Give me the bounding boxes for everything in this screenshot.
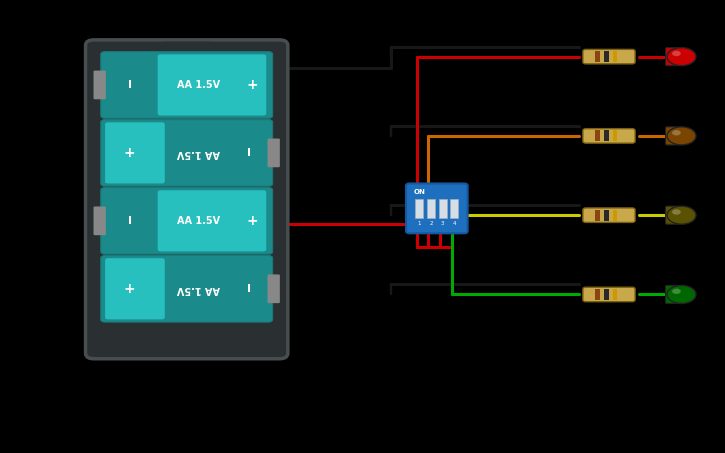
Text: AA 1.5V: AA 1.5V [177,80,220,90]
FancyBboxPatch shape [105,122,165,183]
Text: 2: 2 [429,221,433,226]
FancyBboxPatch shape [162,343,211,357]
FancyBboxPatch shape [583,49,635,64]
Text: AA 1.5V: AA 1.5V [177,216,220,226]
Circle shape [667,285,696,304]
FancyBboxPatch shape [583,287,635,302]
Text: I: I [128,216,132,226]
FancyBboxPatch shape [157,54,266,116]
FancyBboxPatch shape [268,275,280,303]
Circle shape [667,127,696,145]
Bar [604,210,609,221]
Circle shape [672,130,681,135]
Text: +: + [124,282,136,296]
FancyBboxPatch shape [666,206,678,224]
Bar [594,210,600,221]
Bar [594,51,600,62]
FancyBboxPatch shape [86,40,288,359]
Text: AA 1.5V: AA 1.5V [177,284,220,294]
Text: +: + [246,214,258,228]
FancyBboxPatch shape [583,208,635,222]
Bar [613,130,617,141]
Bar [604,51,609,62]
Bar [613,210,617,221]
FancyBboxPatch shape [101,188,273,254]
Bar [613,289,617,300]
FancyBboxPatch shape [94,207,106,235]
FancyBboxPatch shape [268,139,280,167]
Text: AA 1.5V: AA 1.5V [177,148,220,158]
Text: I: I [247,284,251,294]
Text: I: I [128,80,132,90]
FancyBboxPatch shape [105,258,165,319]
Text: +: + [124,146,136,160]
Bar [439,199,447,218]
Circle shape [672,289,681,294]
FancyBboxPatch shape [101,52,273,118]
FancyBboxPatch shape [101,255,273,322]
Text: I: I [247,148,251,158]
FancyBboxPatch shape [157,190,266,251]
FancyBboxPatch shape [666,48,678,66]
FancyBboxPatch shape [94,71,106,99]
FancyBboxPatch shape [406,183,468,233]
Circle shape [672,209,681,215]
Bar [604,130,609,141]
FancyBboxPatch shape [583,129,635,143]
FancyBboxPatch shape [666,127,678,145]
FancyBboxPatch shape [162,42,211,58]
Bar [604,289,609,300]
Text: 3: 3 [441,221,444,226]
Circle shape [667,48,696,66]
Text: 1: 1 [418,221,421,226]
Text: 4: 4 [452,221,456,226]
FancyBboxPatch shape [666,285,678,304]
Text: +: + [246,78,258,92]
Bar [613,51,617,62]
Text: ON: ON [414,189,426,195]
Circle shape [667,206,696,224]
Bar [594,130,600,141]
Bar [450,199,458,218]
Bar [427,199,435,218]
FancyBboxPatch shape [101,120,273,186]
Bar [415,199,423,218]
Bar [594,289,600,300]
Circle shape [672,51,681,56]
